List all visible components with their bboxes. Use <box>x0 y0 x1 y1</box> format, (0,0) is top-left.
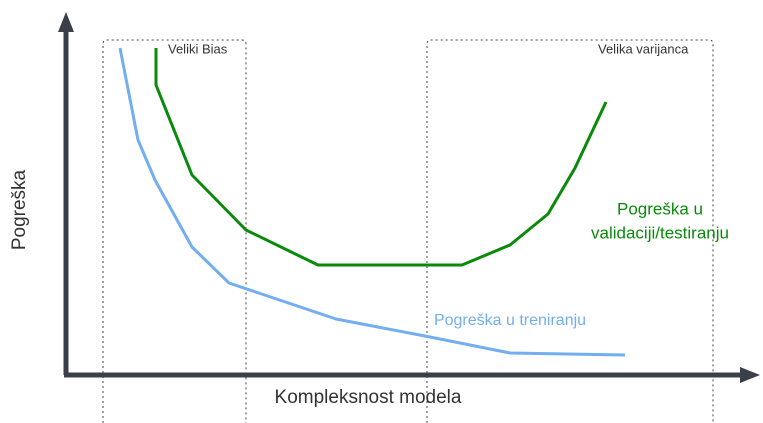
bias-region <box>102 39 247 423</box>
y-axis-arrow <box>58 12 74 32</box>
y-axis-label: Pogreška <box>9 169 30 250</box>
x-axis-arrow <box>740 367 760 383</box>
region-label: Velika varijanca <box>598 41 689 56</box>
training-curve <box>118 47 626 357</box>
validation-curve <box>154 48 608 267</box>
variance-region <box>426 39 714 423</box>
region-label: Veliki Bias <box>168 41 228 56</box>
curve-label: validaciji/testiranju <box>591 223 729 242</box>
curve-label: Pogreška u treniranju <box>434 312 586 329</box>
curve-label: Pogreška u <box>617 199 703 218</box>
x-axis-label: Kompleksnost modela <box>275 387 462 408</box>
